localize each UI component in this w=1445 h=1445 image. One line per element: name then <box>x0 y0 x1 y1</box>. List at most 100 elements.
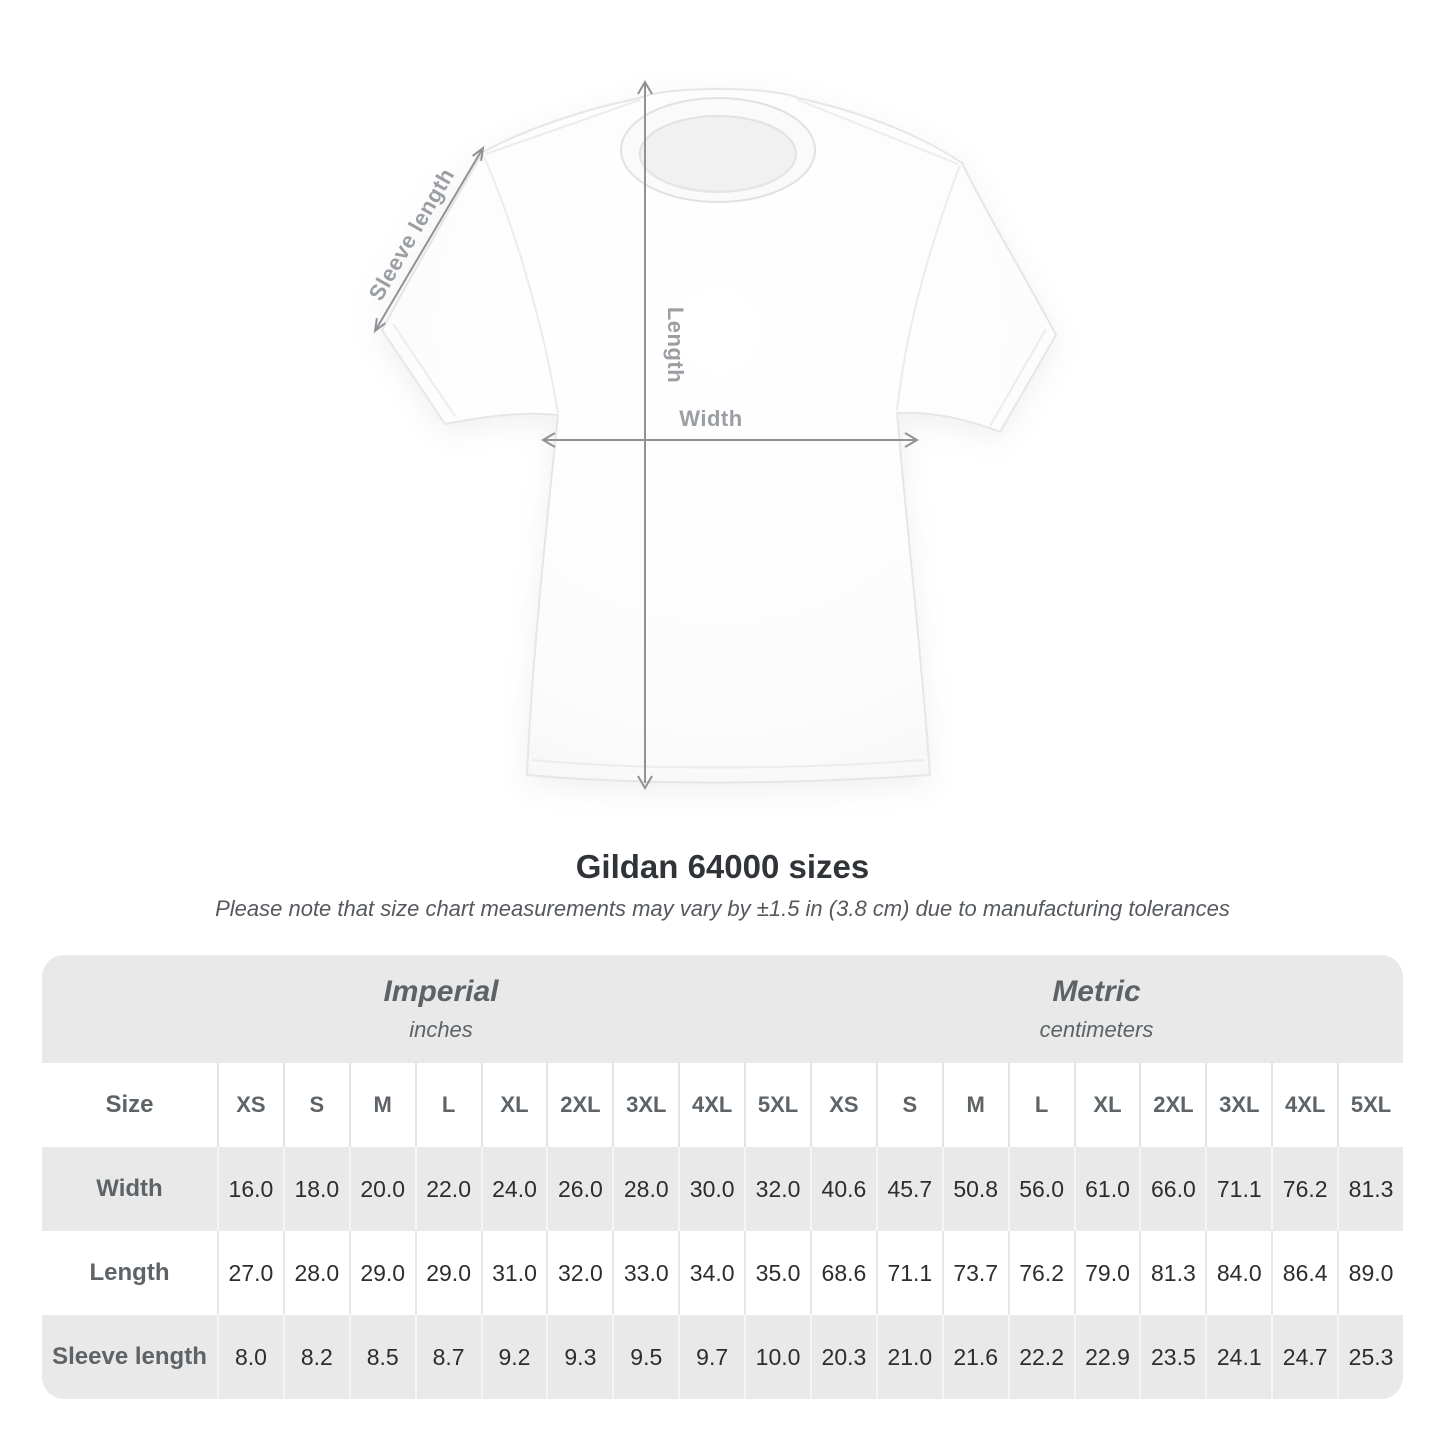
value-cell: 68.6 <box>809 1231 876 1315</box>
width-arrow <box>541 432 919 448</box>
value-cell: 22.9 <box>1073 1315 1140 1399</box>
value-cell: 32.0 <box>546 1231 612 1315</box>
size-col-header-metric-4xl: 4XL <box>1271 1063 1337 1147</box>
value-cell: 33.0 <box>612 1231 678 1315</box>
size-col-header-imperial-xs: XS <box>217 1063 283 1147</box>
value-cell: 86.4 <box>1271 1231 1337 1315</box>
value-cell: 40.6 <box>809 1147 876 1231</box>
value-cell: 28.0 <box>612 1147 678 1231</box>
value-cell: 22.0 <box>414 1147 481 1231</box>
width-label: Width <box>679 406 742 431</box>
tshirt-seams <box>392 99 1047 769</box>
row-label-length: Length <box>89 1259 170 1286</box>
value-cell: 9.5 <box>612 1315 678 1399</box>
size-col-header-imperial-5xl: 5XL <box>744 1063 810 1147</box>
value-cell: 26.0 <box>546 1147 612 1231</box>
size-col-header-imperial-4xl: 4XL <box>678 1063 744 1147</box>
value-cell: 18.0 <box>282 1147 349 1231</box>
value-cell: 73.7 <box>941 1231 1008 1315</box>
value-cell: 29.0 <box>348 1231 415 1315</box>
value-cell: 81.3 <box>1337 1147 1403 1231</box>
size-col-header-metric-xs: XS <box>809 1063 876 1147</box>
value-cell: 71.1 <box>875 1231 942 1315</box>
tshirt-collar <box>620 97 817 203</box>
value-cell: 79.0 <box>1073 1231 1140 1315</box>
imperial-label: Imperial <box>383 975 499 1008</box>
table-row-length: Length 27.0 28.0 29.0 29.0 31.0 32.0 33.… <box>42 1231 1403 1315</box>
sleeve-length-arrow <box>373 145 485 334</box>
value-cell: 45.7 <box>875 1147 942 1231</box>
size-col-header-metric-3xl: 3XL <box>1205 1063 1271 1147</box>
value-cell: 25.3 <box>1337 1315 1403 1399</box>
value-cell: 24.0 <box>480 1147 547 1231</box>
value-cell: 50.8 <box>941 1147 1008 1231</box>
size-col-header-metric-m: M <box>941 1063 1008 1147</box>
size-row-label: Size <box>105 1091 154 1118</box>
size-table: Imperial inches Metric centimeters Size … <box>42 955 1403 1399</box>
size-col-header-imperial-l: L <box>414 1063 481 1147</box>
value-cell: 84.0 <box>1205 1231 1271 1315</box>
value-cell: 10.0 <box>744 1315 810 1399</box>
page-title: Gildan 64000 sizes <box>575 848 870 885</box>
value-cell: 66.0 <box>1139 1147 1205 1231</box>
value-cell: 34.0 <box>678 1231 744 1315</box>
value-cell: 16.0 <box>217 1147 283 1231</box>
size-col-header-metric-xl: XL <box>1073 1063 1140 1147</box>
value-cell: 8.0 <box>217 1315 283 1399</box>
value-cell: 61.0 <box>1073 1147 1140 1231</box>
size-col-header-metric-5xl: 5XL <box>1337 1063 1403 1147</box>
imperial-group-header: Imperial inches <box>42 955 810 1063</box>
value-cell: 81.3 <box>1139 1231 1205 1315</box>
value-cell: 9.3 <box>546 1315 612 1399</box>
metric-label: Metric <box>1052 975 1141 1008</box>
value-cell: 31.0 <box>480 1231 547 1315</box>
size-col-header-imperial-s: S <box>282 1063 349 1147</box>
size-col-header-metric-2xl: 2XL <box>1139 1063 1205 1147</box>
value-cell: 71.1 <box>1205 1147 1271 1231</box>
tshirt-body <box>381 88 1057 784</box>
tolerance-note: Please note that size chart measurements… <box>215 896 1230 921</box>
value-cell: 24.7 <box>1271 1315 1337 1399</box>
value-cell: 32.0 <box>744 1147 810 1231</box>
size-col-header-metric-s: S <box>875 1063 942 1147</box>
size-col-header-imperial-2xl: 2XL <box>546 1063 612 1147</box>
value-cell: 24.1 <box>1205 1315 1271 1399</box>
metric-group-header: Metric centimeters <box>810 955 1403 1063</box>
value-cell: 21.6 <box>941 1315 1008 1399</box>
value-cell: 29.0 <box>414 1231 481 1315</box>
tshirt-image: Length Width Sleeve length <box>364 80 1057 790</box>
row-label-sleeve-length: Sleeve length <box>52 1343 207 1370</box>
value-cell: 30.0 <box>678 1147 744 1231</box>
value-cell: 76.2 <box>1007 1231 1074 1315</box>
size-col-header-imperial-m: M <box>348 1063 415 1147</box>
value-cell: 35.0 <box>744 1231 810 1315</box>
value-cell: 89.0 <box>1337 1231 1403 1315</box>
length-arrow <box>637 80 653 790</box>
row-label-width: Width <box>96 1175 163 1202</box>
value-cell: 27.0 <box>217 1231 283 1315</box>
value-cell: 8.5 <box>348 1315 415 1399</box>
value-cell: 8.2 <box>282 1315 349 1399</box>
value-cell: 56.0 <box>1007 1147 1074 1231</box>
size-header-row: Size XS S M L XL 2XL 3XL 4XL 5XL XS S M … <box>42 1063 1403 1147</box>
value-cell: 28.0 <box>282 1231 349 1315</box>
table-row-sleeve-length: Sleeve length 8.0 8.2 8.5 8.7 9.2 9.3 9.… <box>42 1315 1403 1399</box>
table-row-width: Width 16.0 18.0 20.0 22.0 24.0 26.0 28.0… <box>42 1147 1403 1231</box>
size-col-header-imperial-3xl: 3XL <box>612 1063 678 1147</box>
value-cell: 20.0 <box>348 1147 415 1231</box>
unit-band: Imperial inches Metric centimeters <box>42 955 1403 1063</box>
size-col-header-imperial-xl: XL <box>480 1063 547 1147</box>
value-cell: 20.3 <box>809 1315 876 1399</box>
value-cell: 21.0 <box>875 1315 942 1399</box>
imperial-unit: inches <box>409 1017 473 1042</box>
value-cell: 9.2 <box>480 1315 547 1399</box>
value-cell: 23.5 <box>1139 1315 1205 1399</box>
value-cell: 22.2 <box>1007 1315 1074 1399</box>
metric-unit: centimeters <box>1039 1017 1154 1042</box>
size-col-header-metric-l: L <box>1007 1063 1074 1147</box>
value-cell: 8.7 <box>414 1315 481 1399</box>
value-cell: 9.7 <box>678 1315 744 1399</box>
value-cell: 76.2 <box>1271 1147 1337 1231</box>
length-label: Length <box>663 307 688 383</box>
